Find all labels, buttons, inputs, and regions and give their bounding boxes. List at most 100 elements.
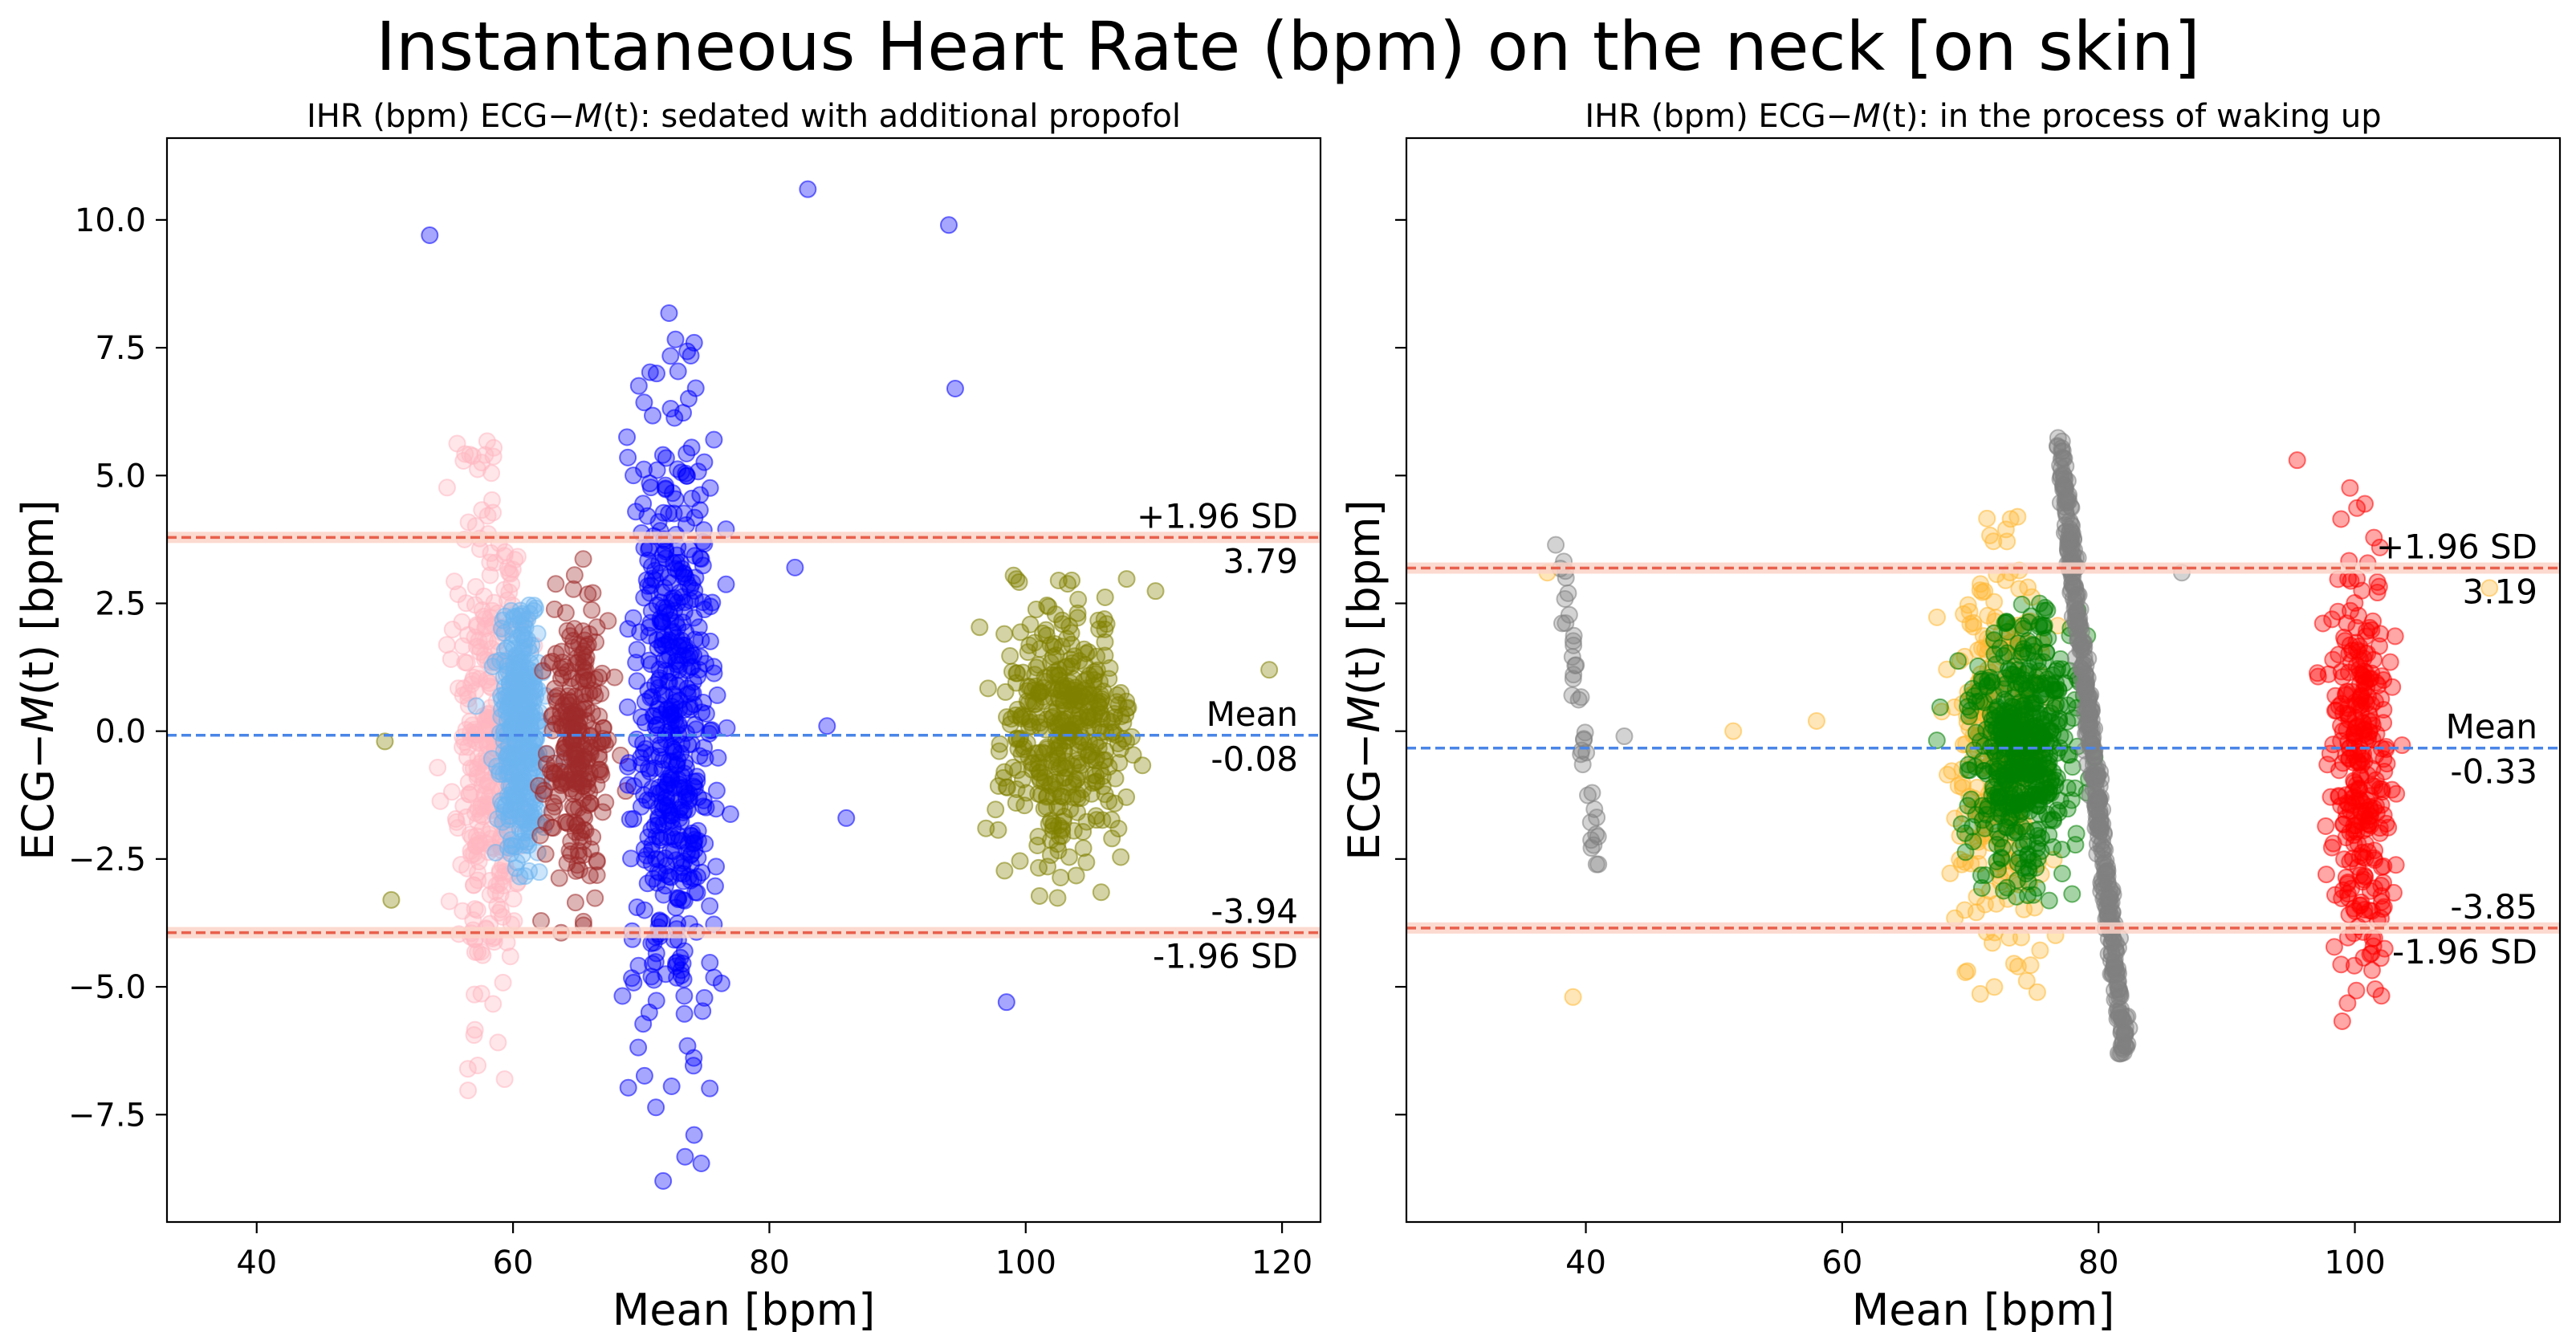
point-orange	[1983, 934, 2001, 952]
point-blue	[647, 944, 665, 963]
point-blue	[675, 565, 694, 584]
point-brown	[576, 809, 594, 827]
mean-value: -0.33	[2450, 752, 2537, 792]
point-red	[2373, 893, 2391, 911]
point-blue	[642, 854, 661, 873]
point-light-blue	[511, 658, 530, 676]
point-olive	[1096, 785, 1114, 804]
point-olive	[1049, 718, 1068, 736]
point-red	[2330, 761, 2348, 780]
point-olive	[1069, 590, 1088, 609]
point-green	[1985, 631, 2004, 650]
point-green	[2058, 696, 2077, 715]
point-orange	[1941, 864, 1959, 882]
point-pink	[472, 984, 490, 1003]
point-light-blue	[494, 813, 512, 831]
point-light-blue	[494, 668, 513, 686]
point-green	[2004, 714, 2022, 732]
point-pink	[478, 432, 496, 450]
point-red	[2386, 627, 2404, 646]
scatter-points	[1538, 429, 2499, 1063]
point-blue	[674, 404, 692, 422]
point-blue	[618, 698, 637, 716]
point-light-blue	[500, 776, 519, 795]
point-blue	[701, 1079, 719, 1098]
point-blue	[684, 1057, 702, 1075]
point-olive	[1011, 623, 1030, 642]
point-olive	[1091, 685, 1109, 703]
point-orange	[1985, 978, 2004, 996]
point-blue	[635, 393, 653, 412]
point-olive	[1047, 780, 1065, 799]
point-blue	[709, 748, 727, 767]
y-axis-label: ECG−M(t) [bpm]	[13, 499, 63, 860]
point-blue	[640, 618, 658, 637]
point-green	[2021, 679, 2039, 698]
point-olive	[1024, 754, 1043, 772]
point-blue	[624, 609, 642, 627]
point-pink	[489, 1033, 507, 1052]
point-pink	[481, 871, 499, 890]
point-olive	[1038, 597, 1056, 615]
upper-loa-value: 3.19	[2462, 572, 2537, 612]
point-red	[2338, 614, 2356, 633]
point-red	[2379, 818, 2398, 837]
point-red	[2317, 866, 2335, 884]
point-pink	[429, 759, 447, 777]
point-gray-left	[1565, 626, 1583, 645]
point-red	[2358, 621, 2376, 640]
point-blue	[686, 883, 705, 902]
point-gray-diagonal	[2055, 476, 2073, 495]
point-blue	[689, 462, 707, 481]
point-green	[1979, 671, 1997, 690]
point-red	[2387, 856, 2405, 874]
point-green	[2025, 886, 2043, 904]
point-red	[2366, 674, 2385, 692]
point-pink	[459, 1081, 478, 1100]
point-outlier	[1807, 711, 1825, 730]
point-green	[2041, 784, 2060, 803]
point-brown	[586, 686, 604, 705]
point-green	[2034, 653, 2053, 671]
point-olive	[1048, 699, 1066, 718]
point-blue	[705, 664, 723, 682]
point-brown	[586, 889, 604, 907]
point-olive	[1029, 858, 1048, 877]
point-green	[1973, 752, 1992, 770]
point-red	[2337, 786, 2355, 804]
point-green	[1967, 723, 1985, 742]
point-red	[2329, 602, 2347, 621]
point-blue	[661, 574, 680, 593]
point-gray-diagonal	[2106, 953, 2124, 972]
point-olive	[1108, 693, 1126, 711]
point-blue	[628, 641, 646, 659]
point-brown	[540, 654, 559, 672]
point-blue	[718, 719, 736, 737]
point-blue	[661, 713, 680, 731]
point-green	[1989, 860, 2008, 878]
subplot-title: IHR (bpm) ECG−M(t): in the process of wa…	[1585, 98, 2381, 135]
point-green	[1987, 655, 2005, 674]
point-pink	[469, 800, 487, 818]
point-gray-diagonal	[2098, 904, 2117, 923]
point-gray-diagonal	[2075, 652, 2094, 670]
point-olive	[1020, 636, 1039, 654]
point-light-blue	[499, 657, 517, 675]
point-blue	[685, 333, 703, 352]
point-light-blue	[513, 605, 531, 623]
point-pink	[466, 900, 484, 919]
point-gray-left	[1564, 632, 1582, 650]
point-olive	[1117, 570, 1136, 589]
point-outlier	[376, 732, 394, 751]
point-pink	[454, 686, 472, 705]
point-orange	[2049, 617, 2067, 635]
y-tick-label: 5.0	[95, 458, 146, 495]
point-light-blue	[512, 832, 531, 850]
point-green	[2029, 820, 2048, 838]
point-pink	[469, 943, 487, 961]
point-outlier	[1564, 988, 1582, 1006]
point-outlier	[946, 380, 964, 398]
point-olive	[995, 862, 1014, 880]
x-tick-label: 100	[2324, 1244, 2385, 1281]
point-red	[2354, 870, 2373, 889]
